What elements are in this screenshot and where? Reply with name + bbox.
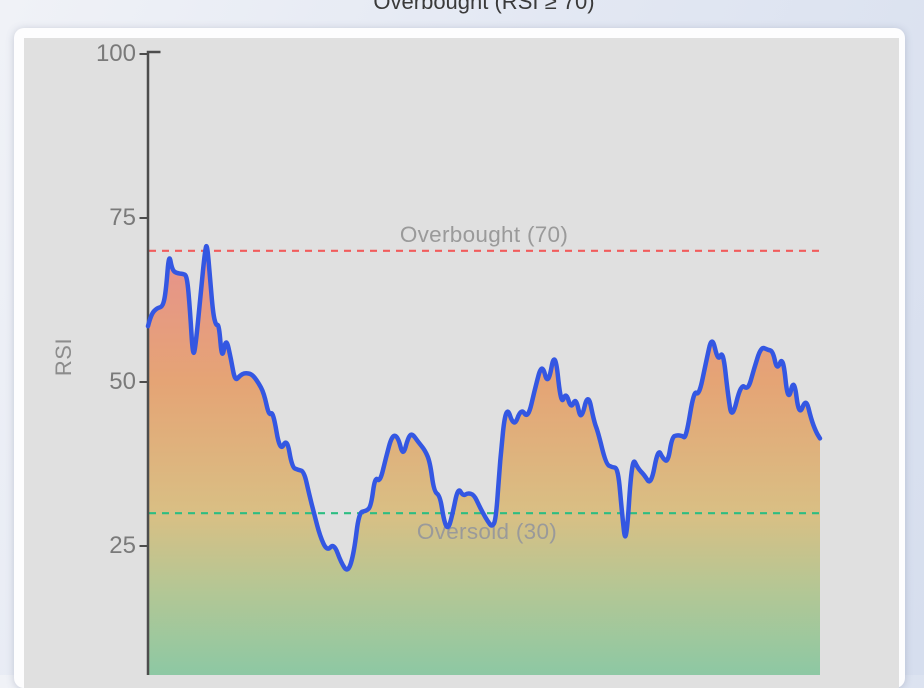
plot-area — [24, 38, 899, 688]
chart-card — [14, 28, 905, 688]
y-tick-label: 100 — [95, 40, 136, 67]
y-tick-label: 75 — [109, 204, 136, 231]
y-tick-label: 50 — [109, 368, 136, 395]
y-tick-label: 25 — [109, 532, 136, 559]
y-axis-title: RSI — [51, 337, 76, 377]
chart-title: Overbought (RSI ≥ 70) — [373, 0, 595, 14]
